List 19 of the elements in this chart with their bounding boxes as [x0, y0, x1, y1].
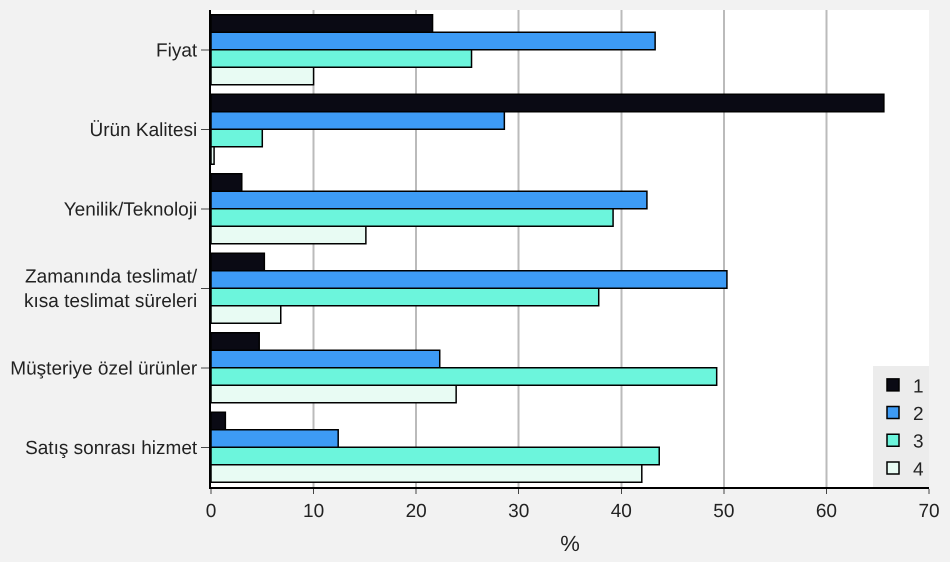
x-tick-label: 10: [303, 500, 324, 522]
x-axis-title: %: [560, 531, 580, 556]
x-tick-label: 40: [610, 500, 632, 522]
y-tick-label: Satış sonrası hizmet: [25, 438, 198, 459]
x-tick-label: 50: [713, 500, 734, 522]
legend-label: 4: [913, 459, 924, 480]
x-tick-label: 30: [508, 500, 530, 522]
y-tick-label: Zamanında teslimat/ kısa teslimat süreleri: [24, 266, 198, 312]
legend-label: 3: [913, 432, 924, 453]
y-tick-label: Fiyat: [156, 40, 198, 62]
y-tick-label: Ürün Kalitesi: [89, 120, 198, 141]
x-tick-label: 60: [816, 500, 837, 522]
x-tick-label: 20: [406, 500, 427, 522]
legend-label: 2: [913, 404, 924, 425]
y-tick-label: Müşteriye özel ürünler: [10, 358, 198, 380]
x-tick-label: 0: [206, 500, 216, 522]
legend-label: 1: [913, 376, 924, 398]
x-tick-label: 70: [918, 500, 940, 522]
y-tick-label: Yenilik/Teknoloji: [64, 199, 198, 220]
